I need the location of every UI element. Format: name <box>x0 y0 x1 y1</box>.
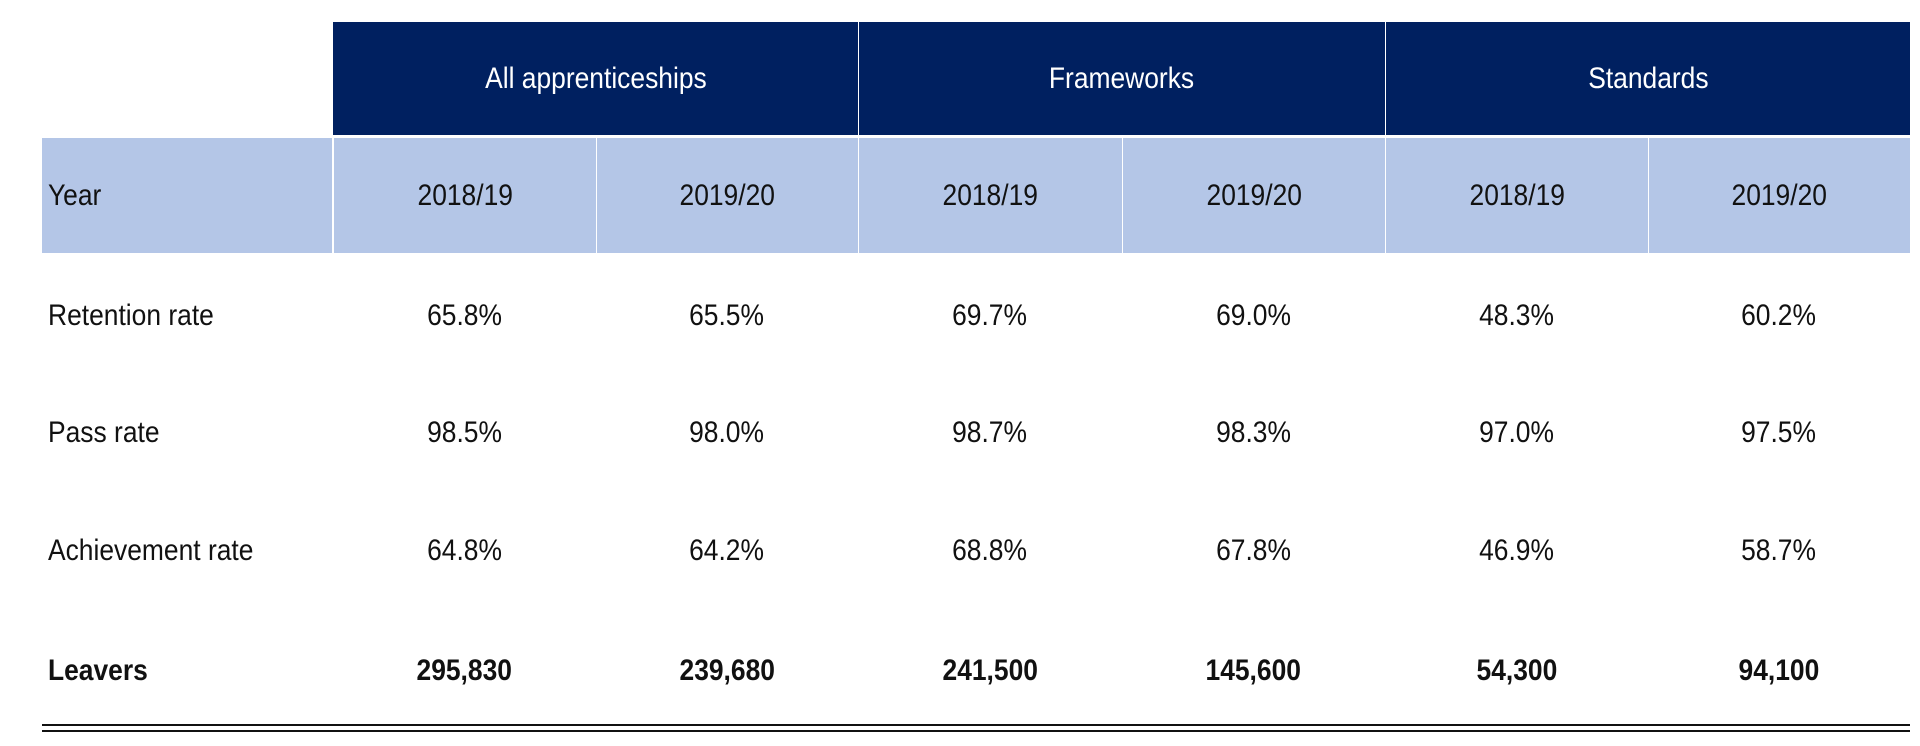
table-cell: 58.7% <box>1648 511 1910 591</box>
table-cell: 64.8% <box>333 511 596 591</box>
table-cell-text: 295,830 <box>416 654 513 687</box>
row-label-text: Achievement rate <box>48 534 254 567</box>
double-bottom-rule <box>42 724 1910 726</box>
table-cell: 65.5% <box>596 276 858 356</box>
year-label-text: Year <box>48 178 102 212</box>
table-cell: 98.5% <box>333 393 596 473</box>
group-header: Standards <box>1386 22 1910 135</box>
year-header: 2019/20 <box>597 138 858 253</box>
row-label: Achievement rate <box>42 511 332 591</box>
table-cell: 46.9% <box>1385 511 1648 591</box>
table-cell-text: 60.2% <box>1741 299 1817 332</box>
row-label: Leavers <box>42 631 332 711</box>
group-header-text: Frameworks <box>1049 61 1195 95</box>
year-header-text: 2019/20 <box>1731 178 1828 212</box>
table-cell: 241,500 <box>858 631 1122 711</box>
table-cell: 69.0% <box>1122 276 1385 356</box>
table-cell-text: 54,300 <box>1476 654 1557 687</box>
year-header-text: 2019/20 <box>679 178 776 212</box>
table-cell: 54,300 <box>1385 631 1648 711</box>
year-header: 2019/20 <box>1123 138 1385 253</box>
table-cell-text: 65.8% <box>427 299 502 332</box>
table-cell-text: 98.7% <box>952 416 1028 449</box>
table-cell: 97.5% <box>1648 393 1910 473</box>
year-header: 2018/19 <box>334 138 596 253</box>
row-label: Retention rate <box>42 276 332 356</box>
table-cell-text: 48.3% <box>1479 299 1554 332</box>
double-bottom-rule <box>42 730 1910 732</box>
table-cell-text: 67.8% <box>1216 534 1291 567</box>
table-cell: 60.2% <box>1648 276 1910 356</box>
year-header: 2018/19 <box>1386 138 1648 253</box>
table-cell: 64.2% <box>596 511 858 591</box>
group-header: Frameworks <box>859 22 1385 135</box>
table-cell-text: 69.0% <box>1216 299 1291 332</box>
table-cell-text: 65.5% <box>689 299 765 332</box>
table-cell-text: 145,600 <box>1205 654 1302 687</box>
table-cell: 94,100 <box>1648 631 1910 711</box>
year-header-text: 2019/20 <box>1206 178 1302 212</box>
table-cell-text: 98.3% <box>1216 416 1291 449</box>
table-cell: 69.7% <box>858 276 1122 356</box>
table-cell-text: 94,100 <box>1738 654 1820 687</box>
row-label-text: Retention rate <box>48 299 214 332</box>
table-cell: 98.7% <box>858 393 1122 473</box>
table-cell: 68.8% <box>858 511 1122 591</box>
table-cell: 145,600 <box>1122 631 1385 711</box>
table-cell: 48.3% <box>1385 276 1648 356</box>
table-cell: 239,680 <box>596 631 858 711</box>
table-cell-text: 97.0% <box>1479 416 1554 449</box>
group-header: All apprenticeships <box>333 22 858 135</box>
year-header-text: 2018/19 <box>1469 178 1565 212</box>
table-cell-text: 58.7% <box>1741 534 1817 567</box>
table-cell-text: 46.9% <box>1479 534 1554 567</box>
table-cell: 67.8% <box>1122 511 1385 591</box>
year-header-text: 2018/19 <box>942 178 1039 212</box>
year-header: 2019/20 <box>1649 138 1910 253</box>
table-cell-text: 68.8% <box>952 534 1028 567</box>
table-cell-text: 64.8% <box>427 534 502 567</box>
table-cell: 98.3% <box>1122 393 1385 473</box>
table-cell-text: 98.5% <box>427 416 502 449</box>
group-header-text: All apprenticeships <box>484 61 707 95</box>
table-cell-text: 98.0% <box>689 416 765 449</box>
table-cell-text: 64.2% <box>689 534 765 567</box>
year-label: Year <box>42 138 332 253</box>
table-cell: 65.8% <box>333 276 596 356</box>
year-header-text: 2018/19 <box>417 178 513 212</box>
table-cell-text: 69.7% <box>952 299 1028 332</box>
table-cell: 295,830 <box>333 631 596 711</box>
row-label-text: Leavers <box>48 654 148 687</box>
row-label-text: Pass rate <box>48 416 160 449</box>
table-cell-text: 241,500 <box>942 654 1038 687</box>
year-header: 2018/19 <box>859 138 1122 253</box>
group-header-text: Standards <box>1587 61 1709 95</box>
table-cell: 98.0% <box>596 393 858 473</box>
table-cell-text: 239,680 <box>679 654 775 687</box>
table-cell-text: 97.5% <box>1741 416 1817 449</box>
row-label: Pass rate <box>42 393 332 473</box>
table-cell: 97.0% <box>1385 393 1648 473</box>
